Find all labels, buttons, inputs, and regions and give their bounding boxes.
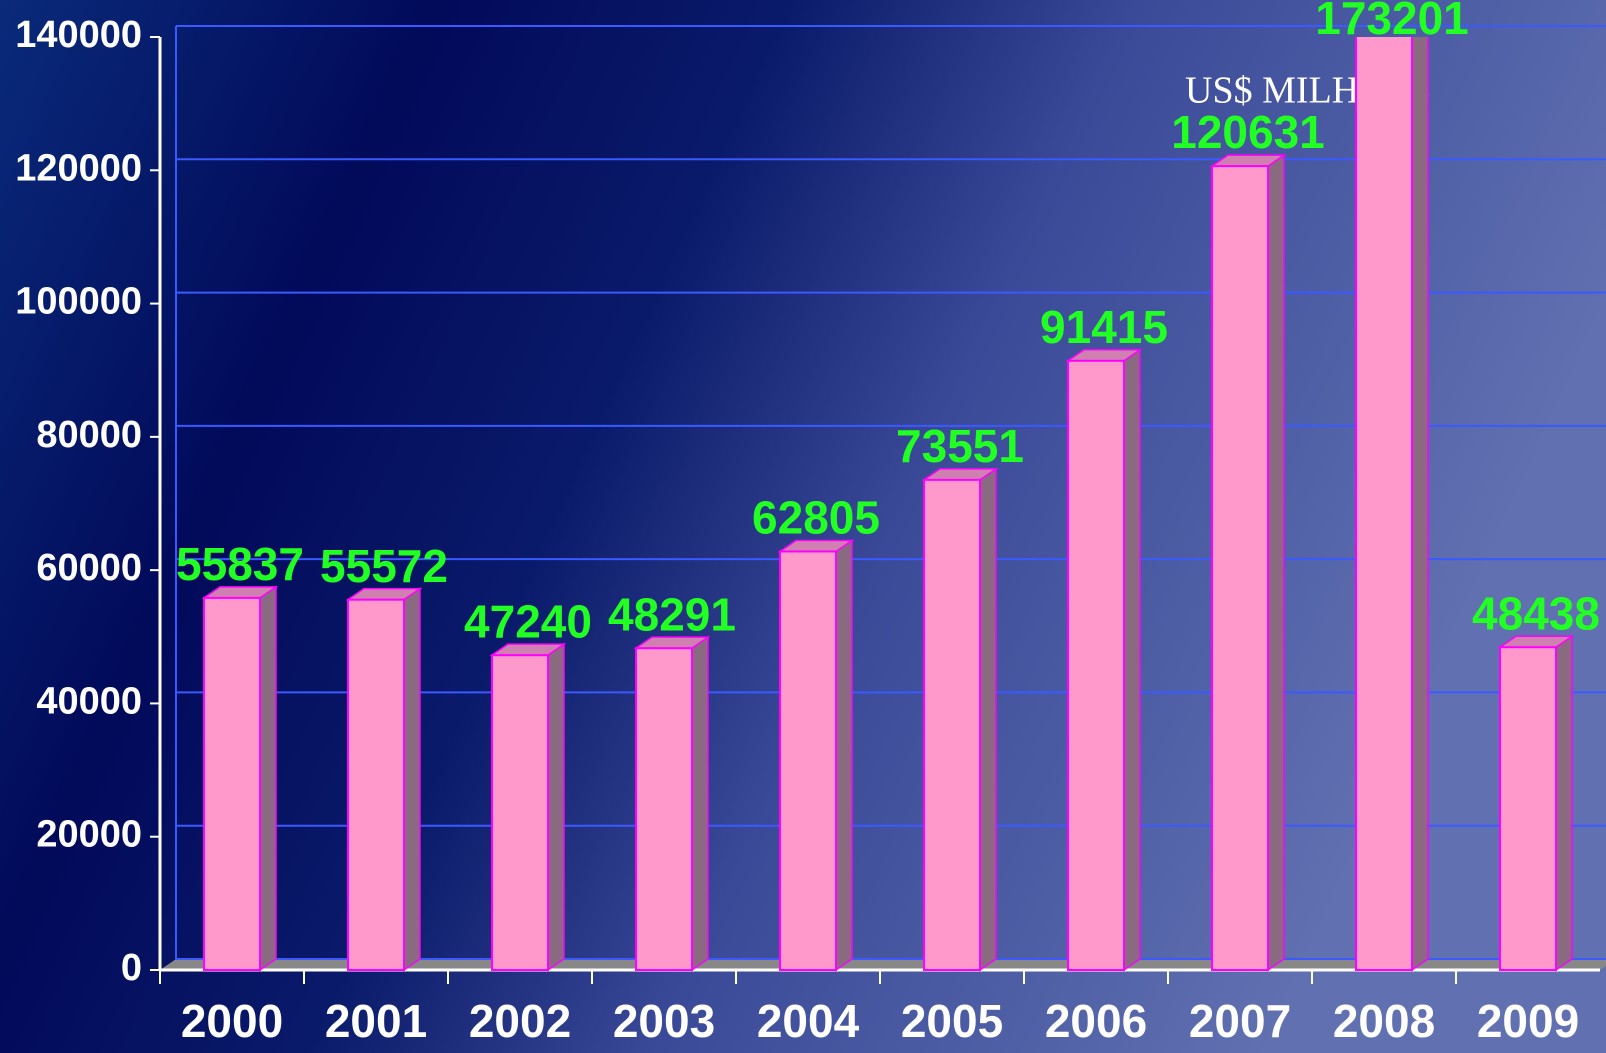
x-tick-label: 2001 <box>325 995 427 1047</box>
x-tick-label: 2005 <box>901 995 1003 1047</box>
bar <box>924 480 980 970</box>
y-tick-label: 120000 <box>15 147 142 189</box>
value-label: 73551 <box>896 420 1024 472</box>
x-tick-label: 2006 <box>1045 995 1147 1047</box>
bar-side <box>1268 155 1284 970</box>
bar <box>348 600 404 970</box>
y-tick-label: 60000 <box>36 547 142 589</box>
value-label: 48438 <box>1472 587 1600 639</box>
bar <box>780 551 836 970</box>
bar <box>204 598 260 970</box>
x-tick-label: 2008 <box>1333 995 1435 1047</box>
bar-side <box>1124 350 1140 970</box>
y-tick-label: 100000 <box>15 281 142 323</box>
page: US$ MILHÕES 0200004000060000800001000001… <box>0 0 1606 1053</box>
bar <box>1356 0 1412 970</box>
bar-side <box>980 469 996 970</box>
bar <box>1500 647 1556 970</box>
value-label: 120631 <box>1171 106 1325 158</box>
y-tick-label: 20000 <box>36 814 142 856</box>
y-tick-label: 140000 <box>15 14 142 56</box>
x-tick-label: 2003 <box>613 995 715 1047</box>
value-label: 91415 <box>1040 301 1168 353</box>
bar-side <box>1556 636 1572 970</box>
bar <box>1068 361 1124 970</box>
chart: US$ MILHÕES 0200004000060000800001000001… <box>0 0 1606 1053</box>
y-tick-label: 80000 <box>36 414 142 456</box>
value-label: 55837 <box>176 538 304 590</box>
x-tick-label: 2000 <box>181 995 283 1047</box>
bar-side <box>1412 0 1428 970</box>
bar-side <box>836 540 852 970</box>
bar-side <box>548 644 564 970</box>
y-tick-label: 0 <box>121 947 142 989</box>
bar-side <box>260 587 276 970</box>
bar-side <box>404 589 420 970</box>
x-tick-label: 2002 <box>469 995 571 1047</box>
value-label: 48291 <box>608 588 736 640</box>
value-label: 62805 <box>752 492 880 544</box>
bar <box>492 655 548 970</box>
x-tick-label: 2009 <box>1477 995 1579 1047</box>
y-tick-label: 40000 <box>36 680 142 722</box>
bar <box>636 648 692 970</box>
x-tick-label: 2007 <box>1189 995 1291 1047</box>
bar-side <box>692 637 708 970</box>
value-label: 47240 <box>464 595 592 647</box>
value-label: 55572 <box>320 540 448 592</box>
value-label: 173201 <box>1315 0 1469 44</box>
bar <box>1212 166 1268 970</box>
x-tick-label: 2004 <box>757 995 860 1047</box>
